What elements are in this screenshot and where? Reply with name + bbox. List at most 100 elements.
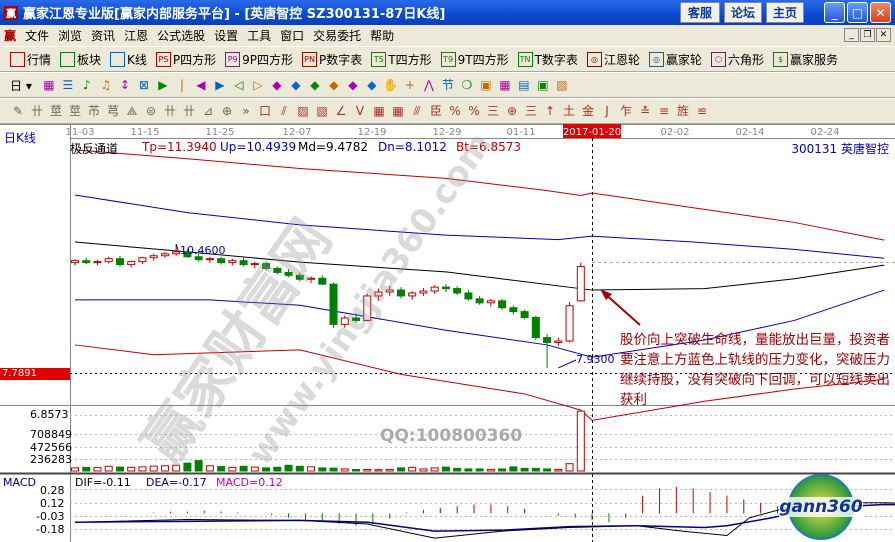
menu-item[interactable]: 资讯 [91, 29, 116, 43]
angle-icon[interactable]: ⊿ [202, 104, 214, 118]
menu-item[interactable]: 工具 [247, 29, 272, 43]
toolbar-button[interactable]: PN P数字表 [302, 51, 362, 68]
gann-fan2-icon[interactable]: 莖 [68, 104, 81, 118]
multi-line-icon[interactable]: ≛ [639, 104, 651, 118]
mdi-close-button[interactable]: ✕ [876, 28, 891, 42]
parallel-icon[interactable]: 卄 [30, 104, 43, 118]
last-icon[interactable]: ◀ [196, 78, 206, 92]
toolbar-button[interactable]: 板块 [60, 51, 101, 68]
toolbar-button[interactable]: K线 [110, 51, 147, 68]
formula-icon[interactable]: ⊠ [138, 78, 149, 92]
maximize-button[interactable]: □ [847, 2, 868, 23]
indicator-icon[interactable]: ♪ [83, 78, 91, 92]
gann-box-icon[interactable]: ▨ [297, 104, 309, 118]
toolbar-button[interactable]: ◎ 赢家轮 [648, 51, 702, 68]
close-button[interactable]: ✕ [870, 2, 891, 23]
menu-item[interactable]: 帮助 [370, 29, 395, 43]
shrink-icon[interactable]: ◆ [310, 78, 320, 92]
pitchfork-icon[interactable]: ⟁ [126, 104, 138, 118]
table-grid2-icon[interactable]: ▦ [392, 104, 404, 118]
toolbar-button[interactable]: TN T数字表 [517, 51, 578, 68]
export-icon[interactable]: ▣ [537, 78, 549, 92]
toolbar-button[interactable]: ◎ 江恩轮 [586, 51, 640, 68]
draw-line-icon[interactable]: + [404, 78, 415, 92]
support-button[interactable]: 客服 [680, 2, 720, 23]
candle-body [172, 251, 181, 255]
print-icon[interactable]: ▨ [556, 78, 568, 92]
list-icon[interactable]: ☰ [62, 78, 74, 92]
gold-icon[interactable]: 金 [581, 104, 594, 118]
menu-item[interactable]: 江恩 [124, 29, 149, 43]
wave-icon[interactable]: V [355, 104, 365, 118]
table-grid-icon[interactable]: ▦ [373, 104, 385, 118]
fan-lines-icon[interactable]: ⫽ [281, 104, 287, 118]
j-line-icon[interactable]: J [605, 104, 609, 118]
arc-icon[interactable]: ≌ [696, 104, 708, 118]
hand-icon[interactable]: ◆ [367, 78, 377, 92]
spiral-icon[interactable]: 芎 [106, 104, 119, 118]
gann-angle-icon[interactable]: 旌 [676, 104, 689, 118]
cycle-icon[interactable]: 节 [441, 78, 454, 92]
gold-ratio-icon[interactable]: 土 [562, 104, 575, 118]
toolbar-button[interactable]: TS T四方形 [371, 51, 432, 68]
forum-button[interactable]: 论坛 [724, 2, 762, 23]
gann-grid-icon[interactable]: ▧ [316, 104, 328, 118]
more-icon[interactable]: » [242, 104, 250, 118]
percent-line-icon[interactable]: % [449, 104, 461, 118]
menu-item[interactable]: 窗口 [280, 29, 305, 43]
fib-icon[interactable]: 芇 [87, 104, 100, 118]
mdi-minimize-button[interactable]: _ [844, 28, 859, 42]
channel-icon[interactable]: ⫻ [413, 104, 421, 118]
save-icon[interactable]: ▤ [518, 78, 530, 92]
reset-icon[interactable]: ◆ [348, 78, 358, 92]
pen-icon[interactable]: ✎ [12, 104, 24, 118]
period-select[interactable]: 日 ▾ [10, 78, 32, 93]
minimize-button[interactable]: _ [824, 2, 845, 23]
gold-line-icon[interactable]: 三 [524, 104, 537, 118]
arrow-up-icon[interactable]: ↑ [544, 104, 556, 118]
first-icon[interactable]: | [179, 78, 184, 92]
menu-item[interactable]: 浏览 [58, 29, 83, 43]
toolbar-button[interactable]: PS P四方形 [155, 51, 216, 68]
gann-fan-icon[interactable]: 莖 [49, 104, 62, 118]
crosshair-icon[interactable]: ✋ [383, 78, 399, 92]
percent-icon[interactable]: % [468, 104, 480, 118]
home-button[interactable]: 主页 [766, 2, 804, 23]
expand-icon[interactable]: ◆ [291, 78, 301, 92]
section-icon[interactable]: ⋀ [423, 78, 434, 92]
calculator-icon[interactable]: ▣ [480, 78, 492, 92]
menu-item[interactable]: 公式选股 [157, 29, 206, 43]
square-n2-icon[interactable]: 卄 [182, 104, 195, 118]
menu-item[interactable]: 设置 [214, 29, 239, 43]
calendar-icon[interactable]: ❍ [461, 78, 473, 92]
ray-icon[interactable]: ∠ [335, 104, 347, 118]
toolbar-button[interactable]: ⬡ 六角形 [710, 51, 764, 68]
ruler-icon[interactable]: 臣 [429, 104, 442, 118]
right-icon[interactable]: ◁ [234, 78, 244, 92]
f-line-icon[interactable]: 乍 [619, 104, 632, 118]
chart-type-icon[interactable]: ▦ [43, 78, 55, 92]
grid-icon[interactable]: 卄 [163, 104, 176, 118]
menu-item[interactable]: 文件 [25, 29, 50, 43]
circle-icon[interactable]: ⊜ [145, 104, 157, 118]
fit-icon[interactable]: ◆ [329, 78, 339, 92]
percent-rule-icon[interactable]: 三 [486, 104, 499, 118]
zoom-out-icon[interactable]: ◆ [272, 78, 282, 92]
left-icon[interactable]: ▶ [215, 78, 225, 92]
flag-icon[interactable]: ▶ [158, 78, 168, 92]
toolbar-button[interactable]: P9 9P四方形 [225, 51, 293, 68]
toolbar-button[interactable]: T9 9T四方形 [440, 51, 509, 68]
indicator2-icon[interactable]: ♫ [100, 78, 112, 92]
mdi-restore-button[interactable]: ❐ [860, 28, 875, 42]
zoom-in-icon[interactable]: ▷ [253, 78, 263, 92]
target-icon[interactable]: ⊕ [221, 104, 233, 118]
notes-icon[interactable]: ▦ [499, 78, 511, 92]
menu-item[interactable]: 交易委托 [313, 29, 362, 43]
speed-line-icon[interactable]: ≡ [658, 104, 670, 118]
gold-circle-icon[interactable]: ⊕ [506, 104, 518, 118]
toolbar-button[interactable]: 行情 [10, 51, 51, 68]
candle-select-icon[interactable]: ↕ [119, 78, 130, 92]
box-icon[interactable]: 口 [258, 104, 271, 118]
toolbar-button[interactable]: $ 赢家服务 [772, 51, 838, 68]
